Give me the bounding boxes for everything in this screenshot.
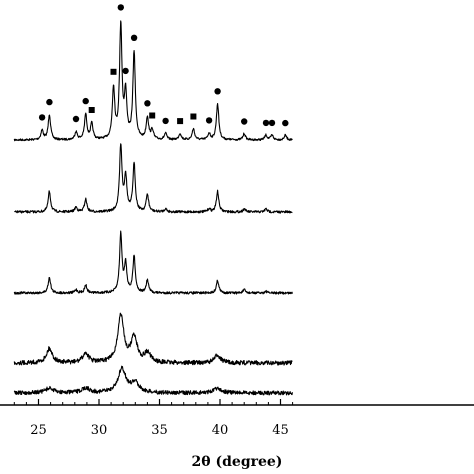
circle-marker-10	[144, 100, 151, 107]
circle-marker-18	[262, 119, 270, 127]
circle-marker-2	[46, 98, 53, 106]
circle-marker-15	[205, 117, 213, 124]
circle-marker-3	[72, 115, 80, 123]
x-axis-title: 2θ (degree)	[192, 454, 283, 470]
circle-marker-9	[130, 34, 138, 41]
circle-marker-17	[241, 118, 248, 125]
circle-marker-7	[117, 4, 125, 11]
square-marker-14	[190, 113, 197, 120]
series-line-2	[14, 143, 293, 214]
circle-marker-19	[268, 119, 276, 127]
circle-marker-1	[38, 114, 46, 121]
square-marker-13	[177, 118, 184, 125]
circle-marker-20	[282, 119, 289, 127]
series-line-1	[13, 20, 293, 142]
x-tick-label-35: 35	[151, 423, 168, 438]
x-tick-label-30: 30	[91, 423, 108, 438]
square-marker-6	[110, 68, 117, 75]
circle-marker-12	[162, 117, 169, 125]
series-line-5	[13, 365, 293, 396]
circle-marker-4	[82, 97, 89, 105]
x-tick-label-40: 40	[212, 423, 229, 438]
plot-area	[13, 4, 293, 396]
series-line-4	[13, 312, 293, 366]
x-tick-label-45: 45	[272, 423, 289, 438]
square-marker-5	[88, 107, 95, 113]
x-axis: 25 30 35 40 45	[0, 399, 474, 438]
circle-marker-16	[214, 88, 221, 95]
square-marker-11	[149, 112, 156, 119]
series-line-3	[13, 230, 293, 295]
circle-marker-8	[122, 67, 129, 75]
x-tick-label-25: 25	[30, 423, 47, 438]
